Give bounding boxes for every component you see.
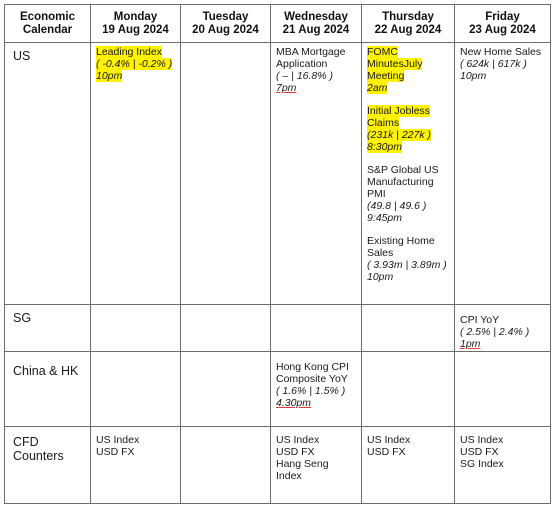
row-china-hk: China & HK Hong Kong CPI Composite YoY (… xyxy=(4,351,551,427)
cfd-item: US Index xyxy=(460,434,504,446)
event-leading-index: Leading Index ( -0.4% | -0.2% ) 10pm xyxy=(96,46,173,82)
cfd-item: US Index xyxy=(96,434,140,446)
event-mba-mortgage: MBA Mortgage Application ( – | 16.8% ) 7… xyxy=(276,46,346,94)
event-sp-global-pmi: S&P Global US Manufacturing PMI (49.8 | … xyxy=(367,164,439,224)
row-sg: SG CPI YoY ( 2.5% | 2.4% ) 1pm xyxy=(4,304,551,352)
cell-cfd-monday: US Index USD FX xyxy=(90,426,181,504)
cell-cfd-wednesday: US Index USD FX Hang Seng Index xyxy=(270,426,362,504)
cell-us-friday: New Home Sales ( 624k | 617k ) 10pm xyxy=(454,42,551,305)
cfd-item: USD FX xyxy=(460,446,499,458)
row-label-china-hk: China & HK xyxy=(4,351,91,427)
cell-china-thursday xyxy=(361,351,455,427)
cfd-item: USD FX xyxy=(367,446,406,458)
event-initial-jobless-claims: Initial Jobless Claims (231k | 227k ) 8:… xyxy=(367,105,432,153)
event-hk-cpi: Hong Kong CPI Composite YoY ( 1.6% | 1.5… xyxy=(276,361,349,409)
cfd-item: USD FX xyxy=(276,446,315,458)
cell-sg-wednesday xyxy=(270,304,362,352)
header-economic-calendar: Economic Calendar xyxy=(4,4,91,43)
cfd-item: US Index xyxy=(367,434,411,446)
cell-sg-thursday xyxy=(361,304,455,352)
cell-china-tuesday xyxy=(180,351,271,427)
event-cpi-yoy: CPI YoY ( 2.5% | 2.4% ) 1pm xyxy=(460,314,530,350)
cfd-item: SG Index xyxy=(460,458,504,470)
event-new-home-sales: New Home Sales ( 624k | 617k ) 10pm xyxy=(460,46,542,82)
cell-us-thursday: FOMC MinutesJuly Meeting 2am Initial Job… xyxy=(361,42,455,305)
event-fomc-minutes: FOMC MinutesJuly Meeting 2am xyxy=(367,46,423,94)
cell-china-wednesday: Hong Kong CPI Composite YoY ( 1.6% | 1.5… xyxy=(270,351,362,427)
event-existing-home-sales: Existing Home Sales ( 3.93m | 3.89m ) 10… xyxy=(367,235,447,283)
header-tuesday: Tuesday 20 Aug 2024 xyxy=(180,4,271,43)
row-us: US Leading Index ( -0.4% | -0.2% ) 10pm … xyxy=(4,42,551,305)
cell-us-wednesday: MBA Mortgage Application ( – | 16.8% ) 7… xyxy=(270,42,362,305)
cell-sg-monday xyxy=(90,304,181,352)
cell-cfd-friday: US Index USD FX SG Index xyxy=(454,426,551,504)
header-monday: Monday 19 Aug 2024 xyxy=(90,4,181,43)
cfd-item: US Index xyxy=(276,434,320,446)
cfd-item: USD FX xyxy=(96,446,135,458)
cell-sg-tuesday xyxy=(180,304,271,352)
cell-china-monday xyxy=(90,351,181,427)
cell-china-friday xyxy=(454,351,551,427)
header-thursday: Thursday 22 Aug 2024 xyxy=(361,4,455,43)
row-label-us: US xyxy=(4,42,91,305)
header-wednesday: Wednesday 21 Aug 2024 xyxy=(270,4,362,43)
cell-us-monday: Leading Index ( -0.4% | -0.2% ) 10pm xyxy=(90,42,181,305)
row-label-cfd: CFD Counters xyxy=(4,426,91,504)
cell-sg-friday: CPI YoY ( 2.5% | 2.4% ) 1pm xyxy=(454,304,551,352)
cfd-item: Index xyxy=(276,470,302,482)
economic-calendar-table: Economic Calendar Monday 19 Aug 2024 Tuesd… xyxy=(4,4,551,504)
cell-us-tuesday xyxy=(180,42,271,305)
cfd-item: Hang Seng xyxy=(276,458,329,470)
header-friday: Friday 23 Aug 2024 xyxy=(454,4,551,43)
cell-cfd-tuesday xyxy=(180,426,271,504)
row-cfd: CFD Counters US Index USD FX US Index USD… xyxy=(4,426,551,504)
row-label-sg: SG xyxy=(4,304,91,352)
header-row: Economic Calendar Monday 19 Aug 2024 Tuesd… xyxy=(4,4,551,43)
cell-cfd-thursday: US Index USD FX xyxy=(361,426,455,504)
